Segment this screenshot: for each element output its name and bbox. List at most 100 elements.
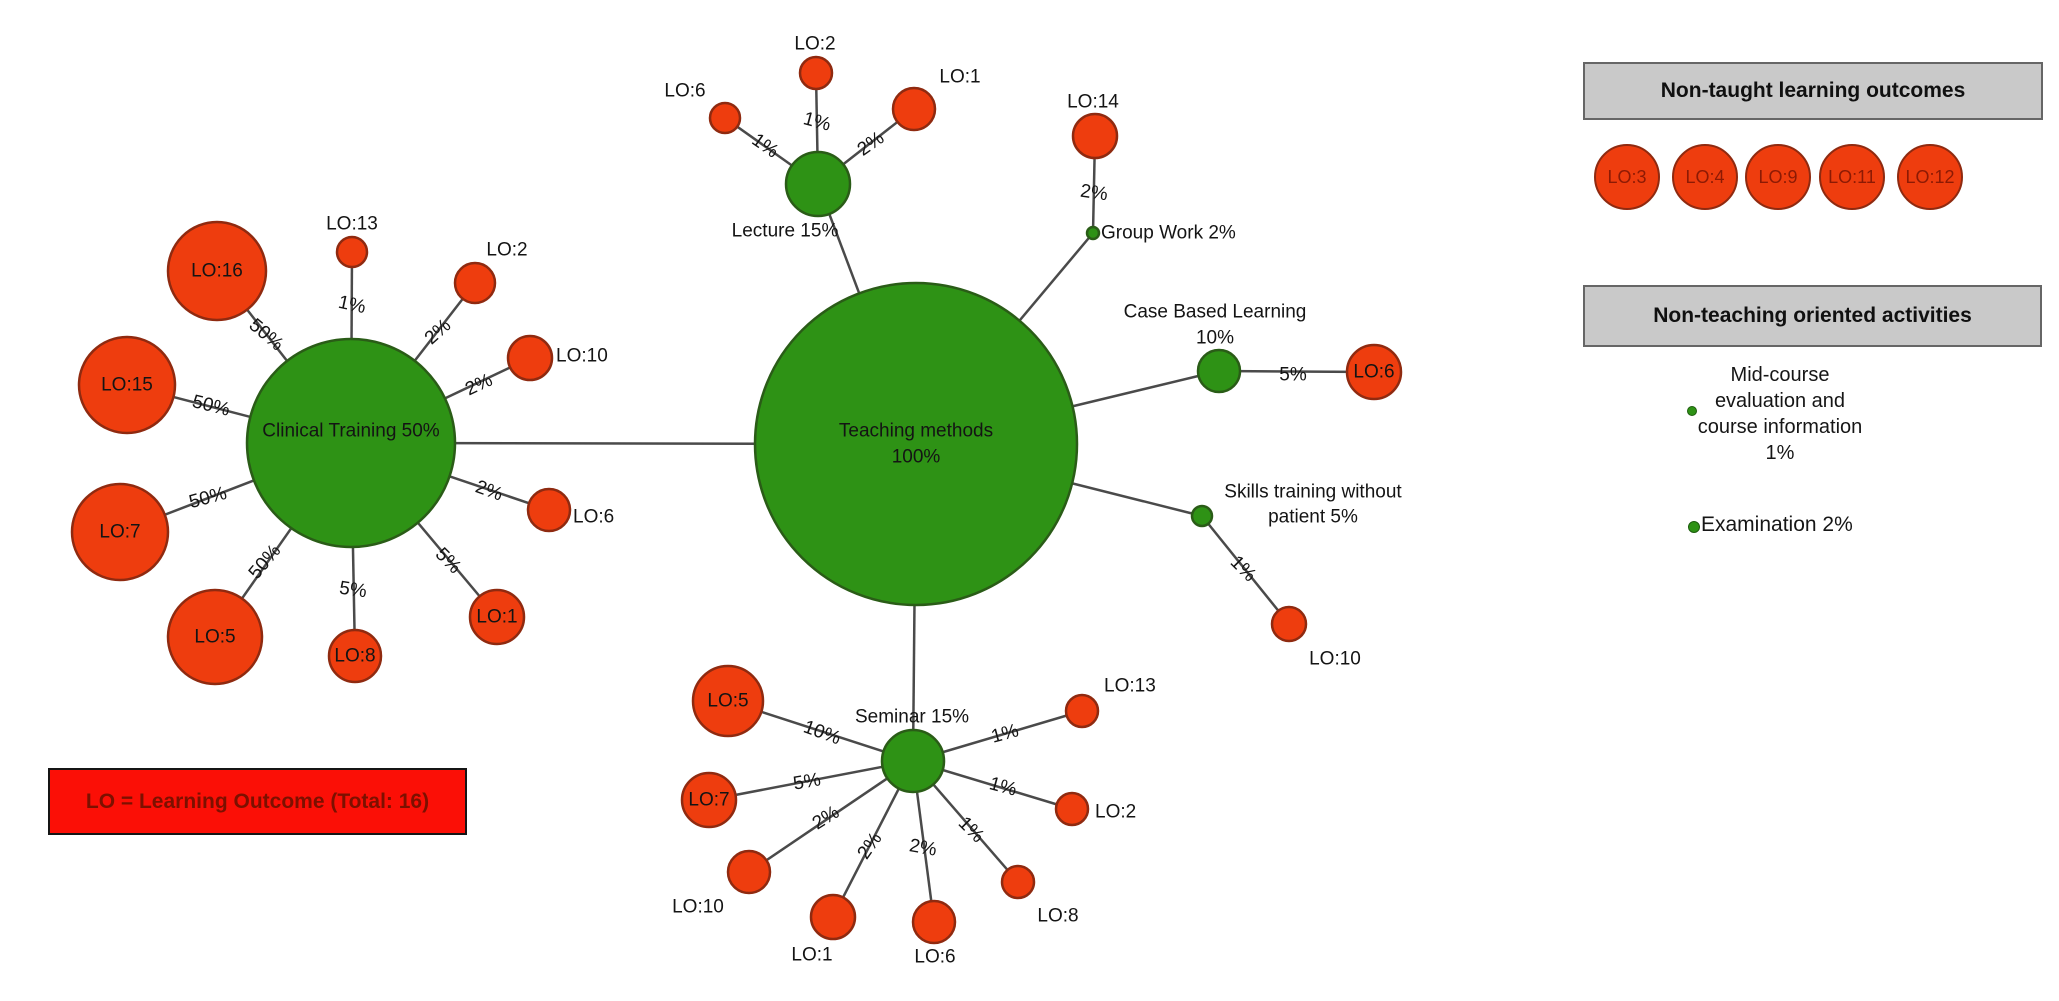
edge-percentage-label: 1%	[801, 108, 833, 135]
edge-line-seminar-sem-lo10	[748, 759, 914, 874]
node-label-lec-lo6: LO:6	[664, 81, 705, 102]
node-seminar	[880, 728, 946, 794]
node-sem-lo8	[1000, 864, 1036, 900]
node-label-ct-lo6: LO:6	[573, 507, 614, 528]
midcourse-line-2: evaluation and	[1714, 390, 1846, 412]
node-label-teaching-methods-0: Teaching methods	[839, 421, 993, 442]
node-label-ct-lo16: LO:16	[191, 261, 243, 282]
node-clinical-training	[245, 337, 457, 549]
node-label-case-based-learning-1: 10%	[1196, 328, 1234, 349]
non-taught-lo4-label: LO:4	[1685, 166, 1725, 187]
edge-percentage-label: 50%	[245, 315, 288, 356]
node-cbl-lo6	[1345, 343, 1403, 401]
node-lec-lo2	[798, 55, 834, 91]
midcourse-line-1: Mid-course	[1730, 364, 1830, 386]
node-label-ct-lo7: LO:7	[99, 522, 140, 543]
legend-text: LO = Learning Outcome (Total: 16)	[85, 789, 430, 813]
node-sem-lo13	[1064, 693, 1100, 729]
edge-line-skills-training-sk-lo10	[1201, 515, 1290, 625]
node-ct-lo7	[70, 482, 170, 582]
node-ct-lo1	[468, 588, 526, 646]
non-taught-title: Non-taught learning outcomes	[1660, 79, 1966, 102]
node-ct-lo13	[335, 235, 369, 269]
node-label-ct-lo2: LO:2	[486, 240, 527, 261]
node-label-skills-training-0: Skills training without	[1224, 482, 1402, 503]
non-taught-lo3-label: LO:3	[1607, 166, 1647, 187]
node-group-work	[1085, 225, 1101, 241]
node-sem-lo6	[911, 899, 957, 945]
node-label-ct-lo13: LO:13	[326, 214, 378, 235]
node-label-sem-lo7: LO:7	[688, 790, 729, 811]
edge-percentage-label: 5%	[792, 769, 823, 794]
node-label-case-based-learning-0: Case Based Learning	[1124, 302, 1307, 323]
node-label-lecture: Lecture 15%	[732, 221, 839, 242]
edge-percentage-label: 10%	[801, 717, 844, 750]
node-label-group-work: Group Work 2%	[1101, 223, 1236, 244]
node-label-ct-lo5: LO:5	[194, 627, 235, 648]
edge-percentage-label: 2%	[908, 835, 939, 860]
node-case-based-learning	[1196, 348, 1242, 394]
examination-text: Examination 2%	[1701, 513, 1853, 536]
node-teaching-methods	[753, 281, 1079, 607]
edge-line-seminar-sem-lo7	[708, 759, 914, 802]
node-label-clinical-training: Clinical Training 50%	[262, 421, 440, 442]
node-ct-lo6	[526, 487, 572, 533]
non-taught-lo11-label: LO:11	[1828, 166, 1876, 187]
node-ct-lo16	[166, 220, 268, 322]
node-ct-lo2	[453, 261, 497, 305]
edge-percentage-label: 1%	[748, 130, 783, 163]
midcourse-evaluation-item: Mid-course evaluation and course informa…	[1655, 362, 1905, 466]
non-taught-lo11-node: LO:11	[1819, 144, 1885, 210]
node-label-lec-lo2: LO:2	[794, 34, 835, 55]
non-taught-header: Non-taught learning outcomes	[1583, 62, 2043, 120]
node-label-sem-lo8: LO:8	[1037, 906, 1078, 927]
non-taught-lo4-node: LO:4	[1672, 144, 1738, 210]
node-sem-lo7	[680, 771, 738, 829]
edge-percentage-label: 5%	[1279, 365, 1307, 386]
nodes-layer	[70, 55, 1403, 945]
edge-percentage-label: 2%	[473, 476, 506, 505]
edge-percentage-label: 5%	[338, 578, 368, 603]
node-label-sk-lo10: LO:10	[1309, 649, 1361, 670]
node-ct-lo8	[327, 628, 383, 684]
node-lec-lo1	[891, 86, 937, 132]
node-sem-lo10	[726, 849, 772, 895]
node-lecture	[784, 150, 852, 218]
node-label-teaching-methods-1: 100%	[892, 447, 941, 468]
edge-percentage-label: 1%	[989, 720, 1021, 747]
edge-percentage-label: 2%	[854, 829, 887, 864]
examination-item: Examination 2%	[1701, 513, 1853, 537]
node-sem-lo1	[809, 893, 857, 941]
node-ct-lo15	[77, 335, 177, 435]
midcourse-line-4: 1%	[1765, 442, 1795, 464]
node-label-ct-lo8: LO:8	[334, 646, 375, 667]
node-label-cbl-lo6: LO:6	[1353, 362, 1394, 383]
node-sk-lo10	[1270, 605, 1308, 643]
non-teaching-title: Non-teaching oriented activities	[1653, 304, 1972, 327]
node-label-seminar: Seminar 15%	[855, 707, 969, 728]
node-label-sem-lo2: LO:2	[1095, 802, 1136, 823]
node-gw-lo14	[1071, 112, 1119, 160]
node-ct-lo5	[166, 588, 264, 686]
node-skills-training	[1190, 504, 1214, 528]
edge-percentage-label: 50%	[187, 483, 229, 513]
examination-bullet-dot	[1688, 521, 1700, 533]
node-label-gw-lo14: LO:14	[1067, 92, 1119, 113]
node-label-sem-lo13: LO:13	[1104, 676, 1156, 697]
node-sem-lo5	[691, 664, 765, 738]
node-sem-lo2	[1054, 791, 1090, 827]
node-label-sem-lo10: LO:10	[672, 897, 724, 918]
edge-percentage-label: 1%	[336, 292, 367, 318]
edge-percentage-label: 2%	[421, 315, 456, 349]
non-teaching-header: Non-teaching oriented activities	[1583, 285, 2042, 347]
legend-box: LO = Learning Outcome (Total: 16)	[48, 768, 467, 835]
midcourse-bullet-dot	[1687, 406, 1697, 416]
non-taught-lo3-node: LO:3	[1594, 144, 1660, 210]
node-label-sem-lo5: LO:5	[707, 691, 748, 712]
edge-percentage-label: 1%	[987, 773, 1019, 800]
node-label-ct-lo1: LO:1	[476, 607, 517, 628]
edge-percentage-label: 2%	[462, 370, 496, 401]
non-taught-lo12-node: LO:12	[1897, 144, 1963, 210]
